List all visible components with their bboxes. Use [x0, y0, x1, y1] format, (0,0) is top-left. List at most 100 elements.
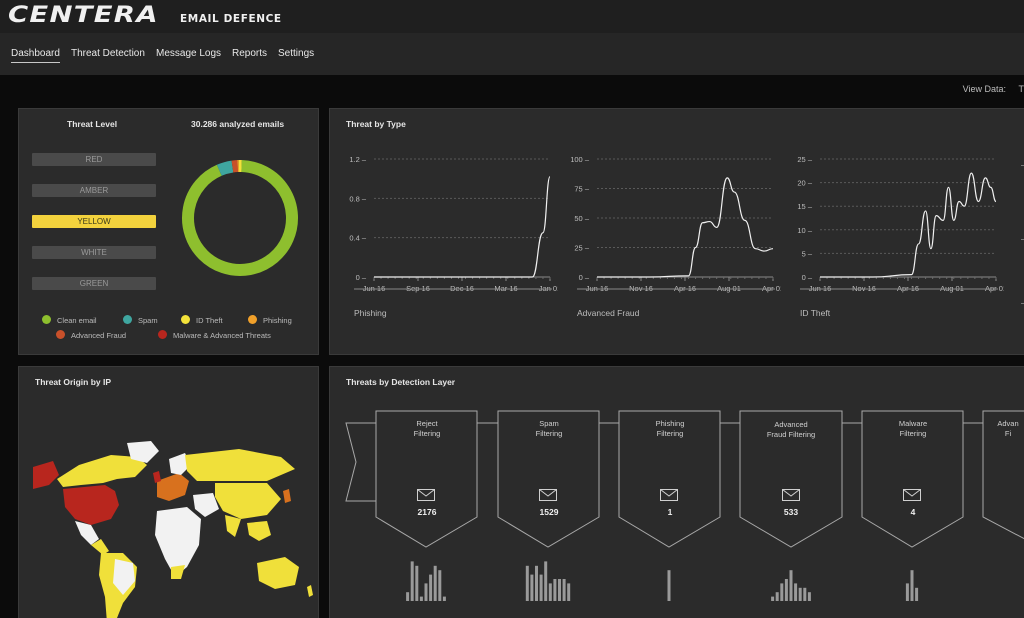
map-brazil — [113, 559, 135, 595]
spark-bar — [553, 579, 557, 601]
spark-bar — [807, 592, 811, 601]
chart-label-advanced-fraud: Advanced Fraud — [577, 308, 640, 318]
stage-label-fraud: Advanced Fraud Filtering — [766, 420, 816, 439]
legend-label: ID Theft — [196, 316, 223, 325]
spark-bar — [548, 583, 552, 601]
y-tick-label: 75 – — [574, 185, 589, 194]
legend-dot — [181, 315, 190, 324]
threat-origin-title: Threat Origin by IP — [35, 377, 112, 387]
legend-dot — [42, 315, 51, 324]
spark-bar — [410, 561, 414, 601]
y-tick-label: 5 – — [802, 249, 813, 258]
nav-threat-detection[interactable]: Threat Detection — [71, 48, 145, 59]
stage-reject-shape — [375, 410, 478, 548]
spark-bar — [784, 579, 788, 601]
level-yellow[interactable]: YELLOW — [32, 215, 156, 228]
spark-bar — [433, 565, 437, 601]
spark-bar — [780, 583, 784, 601]
level-red[interactable]: RED — [32, 153, 156, 166]
next-chart-peek — [1018, 149, 1024, 309]
legend-dot — [123, 315, 132, 324]
mail-icon — [903, 489, 921, 501]
level-green[interactable]: GREEN — [32, 277, 156, 290]
map-southeast-asia — [247, 521, 271, 541]
threat-level-title: Threat Level — [67, 119, 118, 129]
y-tick-label: 0.8 – — [349, 194, 367, 203]
spark-bar — [803, 587, 807, 601]
map-uk — [153, 471, 161, 483]
stage-label-advanced: Advan Fi — [997, 419, 1019, 438]
nav-message-logs[interactable]: Message Logs — [156, 48, 222, 59]
spark-bar — [539, 574, 543, 601]
map-africa — [155, 507, 201, 577]
spark-bar — [667, 570, 671, 601]
spark-bar — [544, 561, 548, 601]
spark-bar — [562, 579, 566, 601]
map-europe — [157, 473, 189, 501]
y-tick-label: 20 – — [797, 179, 812, 188]
mail-icon — [539, 489, 557, 501]
mail-icon — [782, 489, 800, 501]
spark-bar — [915, 587, 919, 601]
legend-label: Malware & Advanced Threats — [173, 331, 271, 340]
map-new-zealand — [307, 585, 313, 597]
spark-bar — [910, 570, 914, 601]
y-tick-label: 0.4 – — [349, 234, 367, 243]
stage-count-phishing: 1 — [667, 507, 673, 517]
spark-bar — [558, 579, 561, 601]
series-line — [819, 172, 997, 278]
stage-count-fraud: 533 — [783, 507, 799, 517]
y-tick-label: 1.2 – — [349, 155, 367, 164]
spark-bar — [789, 570, 793, 601]
phishing-line-chart: 0 –0.4 –0.8 –1.2 –Jun 16 Sep 16 Dec 16 Mar … — [349, 155, 558, 293]
map-middle-east — [193, 493, 219, 517]
stage-advanced-shape — [982, 410, 1024, 540]
spark-bar — [429, 574, 433, 601]
stage-label-reject: Reject Filtering — [413, 419, 441, 438]
y-tick-label: 50 – — [574, 214, 589, 223]
detection-pipeline — [345, 410, 1024, 548]
spark-bar — [771, 596, 775, 601]
y-tick-label: 10 – — [797, 226, 812, 235]
view-data-select[interactable]: T — [1018, 84, 1024, 94]
stage-fraud-shape — [739, 410, 843, 548]
map-central-america — [91, 539, 109, 555]
y-tick-label: 25 – — [574, 244, 589, 253]
nav-reports[interactable]: Reports — [232, 48, 268, 59]
mail-icon — [660, 489, 678, 501]
chart-label-id-theft: ID Theft — [800, 308, 831, 318]
stage-spam-shape — [497, 410, 600, 548]
pipeline-start-arrow — [345, 422, 377, 502]
series-line — [373, 176, 551, 278]
spark-bar — [419, 596, 423, 601]
level-amber[interactable]: AMBER — [32, 184, 156, 197]
donut-slice — [216, 160, 234, 176]
spark-bar — [406, 592, 410, 601]
logo[interactable]: CENTERA — [8, 3, 159, 28]
spark-bar — [535, 565, 538, 601]
y-tick-label: 25 – — [797, 155, 812, 164]
spark-bar — [567, 583, 571, 601]
world-map — [33, 441, 313, 618]
donut-slice — [182, 160, 298, 276]
view-data-label: View Data: — [962, 84, 1006, 94]
nav-dashboard[interactable]: Dashboard — [11, 48, 60, 63]
advanced-fraud-line-chart: 0 –25 –50 –75 –100 –Jun 16 Nov 16 Apr 16 Au… — [571, 155, 781, 293]
y-tick-label: 100 – — [571, 155, 590, 164]
detection-layer-title: Threats by Detection Layer — [346, 377, 456, 387]
legend-label: Phishing — [263, 316, 292, 325]
level-white[interactable]: WHITE — [32, 246, 156, 259]
nav-settings[interactable]: Settings — [278, 48, 315, 59]
y-tick-label: 15 – — [797, 202, 812, 211]
top-bar: CENTERA EMAIL DEFENCE — [0, 0, 1024, 33]
y-tick-label: 0 – — [579, 273, 590, 282]
threat-donut-chart — [182, 160, 298, 276]
spark-bar — [775, 592, 779, 601]
spark-bar — [530, 574, 534, 601]
stage-label-phishing: Phishing Filtering — [655, 419, 685, 438]
stage-count-spam: 1529 — [539, 507, 559, 517]
map-canada — [57, 455, 147, 487]
threat-level-panel: Threat Level 30.286 analyzed emails RED … — [18, 108, 319, 355]
spark-bar — [424, 583, 428, 601]
threat-by-type-title: Threat by Type — [346, 119, 406, 129]
